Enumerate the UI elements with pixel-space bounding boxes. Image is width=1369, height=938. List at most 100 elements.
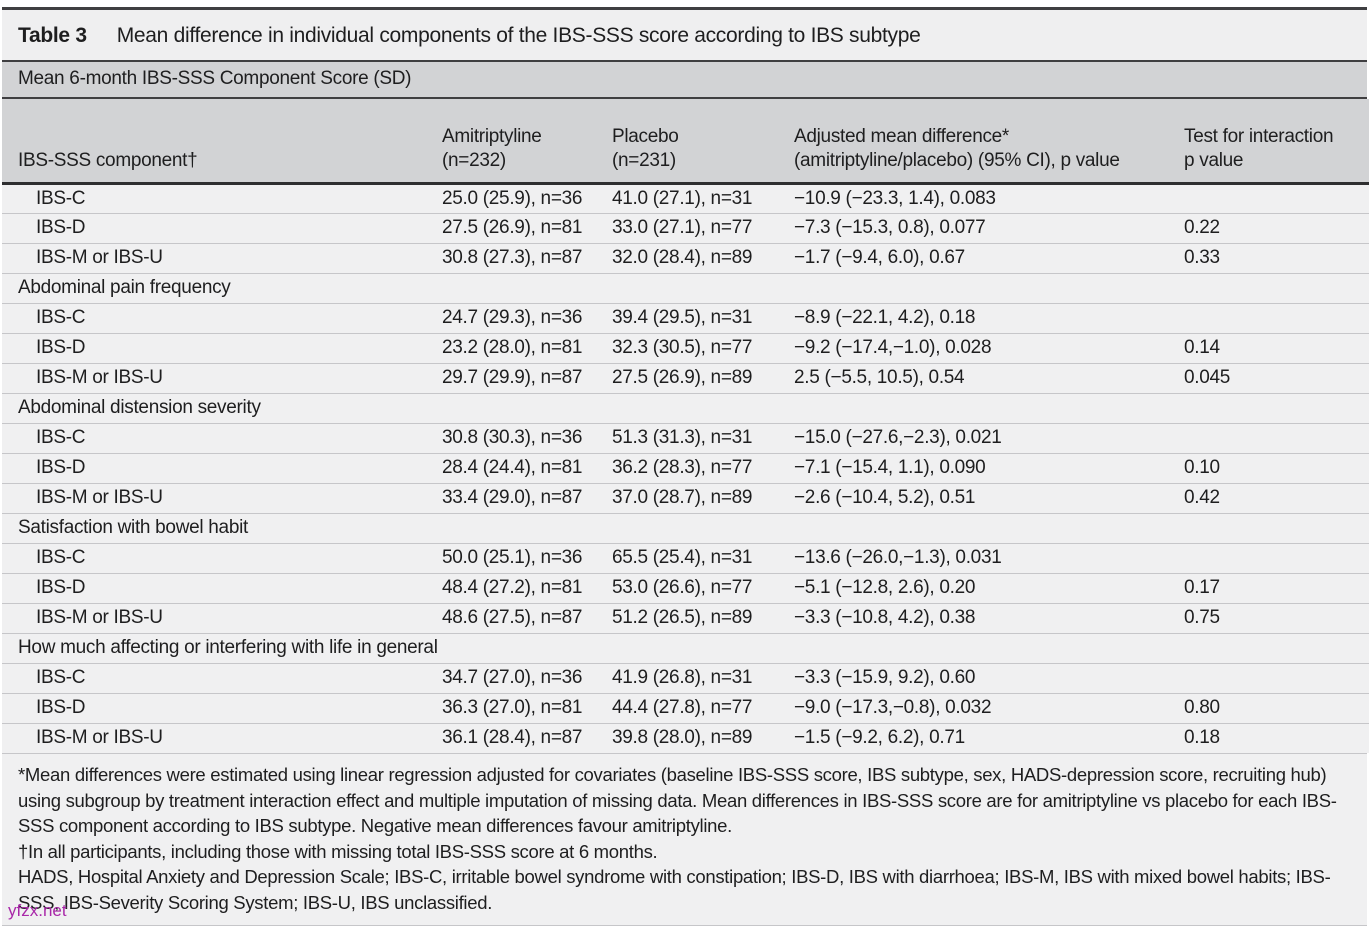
cell-amitriptyline: 36.3 (27.0), n=81: [442, 692, 612, 723]
cell-label: IBS-C: [2, 542, 442, 573]
cell-diff: −9.0 (−17.3,−0.8), 0.032: [794, 692, 1184, 723]
cell-placebo: 39.8 (28.0), n=89: [612, 722, 794, 753]
cell-label: IBS-D: [2, 572, 442, 603]
section-row: How much affecting or interfering with l…: [2, 632, 1369, 663]
cell-amitriptyline: 25.0 (25.9), n=36: [442, 183, 612, 213]
table-header: IBS-SSS component† Amitriptyline (n=232)…: [2, 99, 1369, 183]
cell-amitriptyline: 50.0 (25.1), n=36: [442, 542, 612, 573]
cell-diff: −13.6 (−26.0,−1.3), 0.031: [794, 542, 1184, 573]
cell-label: IBS-C: [2, 422, 442, 453]
table-row: IBS-M or IBS-U 48.6 (27.5), n=87 51.2 (26.…: [2, 602, 1369, 633]
col-header-component-label: IBS-SSS component†: [18, 149, 198, 171]
cell-interaction: 0.14: [1184, 332, 1369, 363]
cell-placebo: 41.9 (26.8), n=31: [612, 662, 794, 693]
cell-diff: −1.7 (−9.4, 6.0), 0.67: [794, 242, 1184, 273]
col-header-amitriptyline: Amitriptyline (n=232): [442, 99, 612, 183]
cell-amitriptyline: 27.5 (26.9), n=81: [442, 212, 612, 243]
cell-diff: −2.6 (−10.4, 5.2), 0.51: [794, 482, 1184, 513]
cell-interaction: 0.33: [1184, 242, 1369, 273]
cell-label: IBS-C: [2, 302, 442, 333]
watermark: yfzx.net: [8, 901, 67, 920]
band-header: Mean 6-month IBS-SSS Component Score (SD…: [2, 62, 1367, 99]
header-row: IBS-SSS component† Amitriptyline (n=232)…: [2, 99, 1369, 183]
cell-label: IBS-C: [2, 183, 442, 213]
cell-interaction: 0.10: [1184, 452, 1369, 483]
cell-amitriptyline: 24.7 (29.3), n=36: [442, 302, 612, 333]
col-header-adjusted-difference-line2: (amitriptyline/placebo) (95% CI), p valu…: [794, 149, 1120, 171]
cell-label: IBS-M or IBS-U: [2, 242, 442, 273]
cell-diff: −1.5 (−9.2, 6.2), 0.71: [794, 722, 1184, 753]
section-row: Satisfaction with bowel habit: [2, 512, 1369, 543]
cell-interaction: [1184, 662, 1369, 693]
cell-amitriptyline: 33.4 (29.0), n=87: [442, 482, 612, 513]
col-header-amitriptyline-line1: Amitriptyline: [442, 126, 542, 147]
cell-label: IBS-M or IBS-U: [2, 602, 442, 633]
table-row: IBS-D 23.2 (28.0), n=81 32.3 (30.5), n=77−…: [2, 332, 1369, 363]
section-row: Abdominal distension severity: [2, 392, 1369, 423]
table-body: IBS-C 25.0 (25.9), n=36 41.0 (27.1), n=31−…: [2, 183, 1369, 753]
table-row: IBS-M or IBS-U 36.1 (28.4), n=87 39.8 (28.…: [2, 722, 1369, 753]
cell-diff: −10.9 (−23.3, 1.4), 0.083: [794, 183, 1184, 213]
footnote-star: *Mean differences were estimated using l…: [18, 764, 1337, 837]
cell-interaction: 0.80: [1184, 692, 1369, 723]
cell-interaction: [1184, 542, 1369, 573]
table-row: IBS-C 25.0 (25.9), n=36 41.0 (27.1), n=31−…: [2, 183, 1369, 213]
table-row: IBS-D 36.3 (27.0), n=81 44.4 (27.8), n=77−…: [2, 692, 1369, 723]
cell-interaction: [1184, 302, 1369, 333]
footnote-dagger: †In all participants, including those wi…: [18, 840, 658, 862]
cell-diff: −5.1 (−12.8, 2.6), 0.20: [794, 572, 1184, 603]
col-header-interaction: Test for interaction p value: [1184, 99, 1369, 183]
section-header: How much affecting or interfering with l…: [2, 632, 1369, 663]
cell-placebo: 65.5 (25.4), n=31: [612, 542, 794, 573]
cell-placebo: 51.2 (26.5), n=89: [612, 602, 794, 633]
cell-diff: −3.3 (−10.8, 4.2), 0.38: [794, 602, 1184, 633]
cell-amitriptyline: 48.4 (27.2), n=81: [442, 572, 612, 603]
cell-placebo: 44.4 (27.8), n=77: [612, 692, 794, 723]
cell-placebo: 53.0 (26.6), n=77: [612, 572, 794, 603]
cell-label: IBS-D: [2, 692, 442, 723]
cell-placebo: 33.0 (27.1), n=77: [612, 212, 794, 243]
cell-label: IBS-M or IBS-U: [2, 362, 442, 393]
cell-placebo: 41.0 (27.1), n=31: [612, 183, 794, 213]
table-row: IBS-M or IBS-U 33.4 (29.0), n=87 37.0 (28.…: [2, 482, 1369, 513]
cell-diff: −7.3 (−15.3, 0.8), 0.077: [794, 212, 1184, 243]
table-label: Table 3: [18, 24, 87, 47]
cell-amitriptyline: 34.7 (27.0), n=36: [442, 662, 612, 693]
cell-placebo: 32.0 (28.4), n=89: [612, 242, 794, 273]
cell-interaction: [1184, 183, 1369, 213]
col-header-placebo-line2: (n=231): [612, 149, 676, 171]
cell-diff: 2.5 (−5.5, 10.5), 0.54: [794, 362, 1184, 393]
footnote-abbreviations: HADS, Hospital Anxiety and Depression Sc…: [18, 866, 1331, 913]
cell-interaction: 0.22: [1184, 212, 1369, 243]
cell-diff: −9.2 (−17.4,−1.0), 0.028: [794, 332, 1184, 363]
table-row: IBS-D 48.4 (27.2), n=81 53.0 (26.6), n=77−…: [2, 572, 1369, 603]
col-header-placebo: Placebo (n=231): [612, 99, 794, 183]
section-header: Satisfaction with bowel habit: [2, 512, 1369, 543]
cell-label: IBS-D: [2, 452, 442, 483]
table-caption: Mean difference in individual components…: [116, 24, 921, 47]
cell-interaction: 0.42: [1184, 482, 1369, 513]
col-header-component: IBS-SSS component†: [2, 99, 442, 183]
cell-amitriptyline: 23.2 (28.0), n=81: [442, 332, 612, 363]
cell-label: IBS-C: [2, 662, 442, 693]
cell-label: IBS-M or IBS-U: [2, 482, 442, 513]
data-table: IBS-SSS component† Amitriptyline (n=232)…: [2, 99, 1369, 753]
col-header-placebo-line1: Placebo: [612, 126, 679, 147]
cell-placebo: 39.4 (29.5), n=31: [612, 302, 794, 333]
col-header-interaction-line2: p value: [1184, 149, 1244, 171]
cell-label: IBS-D: [2, 212, 442, 243]
cell-label: IBS-M or IBS-U: [2, 722, 442, 753]
section-row: Abdominal pain frequency: [2, 272, 1369, 303]
cell-amitriptyline: 30.8 (30.3), n=36: [442, 422, 612, 453]
footnotes: *Mean differences were estimated using l…: [2, 753, 1367, 925]
col-header-adjusted-difference-line1: Adjusted mean difference*: [794, 126, 1010, 147]
table-3: Table 3 Mean difference in individual com…: [2, 7, 1369, 927]
table-row: IBS-C 30.8 (30.3), n=36 51.3 (31.3), n=31−…: [2, 422, 1369, 453]
table-row: IBS-M or IBS-U 29.7 (29.9), n=87 27.5 (26.…: [2, 362, 1369, 393]
cell-interaction: 0.045: [1184, 362, 1369, 393]
cell-placebo: 51.3 (31.3), n=31: [612, 422, 794, 453]
cell-placebo: 36.2 (28.3), n=77: [612, 452, 794, 483]
cell-placebo: 37.0 (28.7), n=89: [612, 482, 794, 513]
cell-diff: −3.3 (−15.9, 9.2), 0.60: [794, 662, 1184, 693]
cell-diff: −15.0 (−27.6,−2.3), 0.021: [794, 422, 1184, 453]
